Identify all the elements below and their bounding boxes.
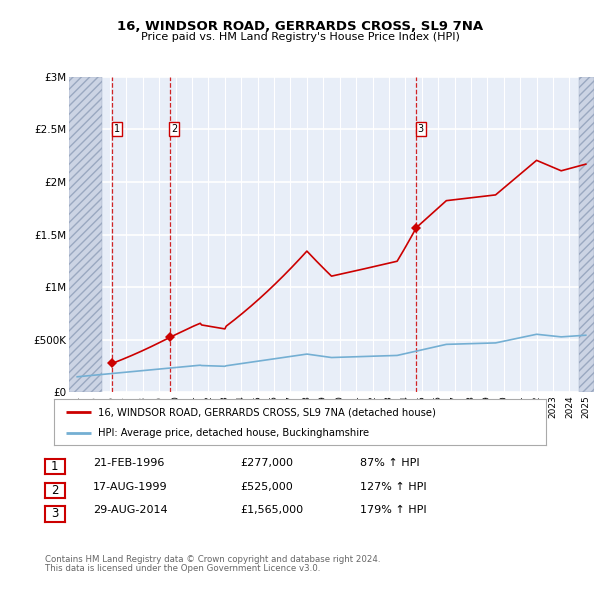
Text: £525,000: £525,000: [240, 482, 293, 491]
Text: 21-FEB-1996: 21-FEB-1996: [93, 458, 164, 468]
Text: 29-AUG-2014: 29-AUG-2014: [93, 506, 167, 515]
Text: 1: 1: [114, 124, 120, 135]
Text: £277,000: £277,000: [240, 458, 293, 468]
Text: 3: 3: [418, 124, 424, 135]
Text: 87% ↑ HPI: 87% ↑ HPI: [360, 458, 419, 468]
Text: 179% ↑ HPI: 179% ↑ HPI: [360, 506, 427, 515]
Text: £1,565,000: £1,565,000: [240, 506, 303, 515]
Text: 17-AUG-1999: 17-AUG-1999: [93, 482, 167, 491]
Text: This data is licensed under the Open Government Licence v3.0.: This data is licensed under the Open Gov…: [45, 564, 320, 573]
Text: 16, WINDSOR ROAD, GERRARDS CROSS, SL9 7NA (detached house): 16, WINDSOR ROAD, GERRARDS CROSS, SL9 7N…: [98, 407, 436, 417]
Text: 3: 3: [51, 507, 59, 520]
Text: 2: 2: [51, 484, 59, 497]
Text: Contains HM Land Registry data © Crown copyright and database right 2024.: Contains HM Land Registry data © Crown c…: [45, 555, 380, 563]
Bar: [579, 77, 594, 392]
Text: HPI: Average price, detached house, Buckinghamshire: HPI: Average price, detached house, Buck…: [98, 428, 370, 438]
Bar: [69, 77, 102, 392]
Text: 127% ↑ HPI: 127% ↑ HPI: [360, 482, 427, 491]
Text: Price paid vs. HM Land Registry's House Price Index (HPI): Price paid vs. HM Land Registry's House …: [140, 32, 460, 42]
Text: 1: 1: [51, 460, 59, 473]
Text: 16, WINDSOR ROAD, GERRARDS CROSS, SL9 7NA: 16, WINDSOR ROAD, GERRARDS CROSS, SL9 7N…: [117, 20, 483, 33]
Text: 2: 2: [171, 124, 178, 135]
